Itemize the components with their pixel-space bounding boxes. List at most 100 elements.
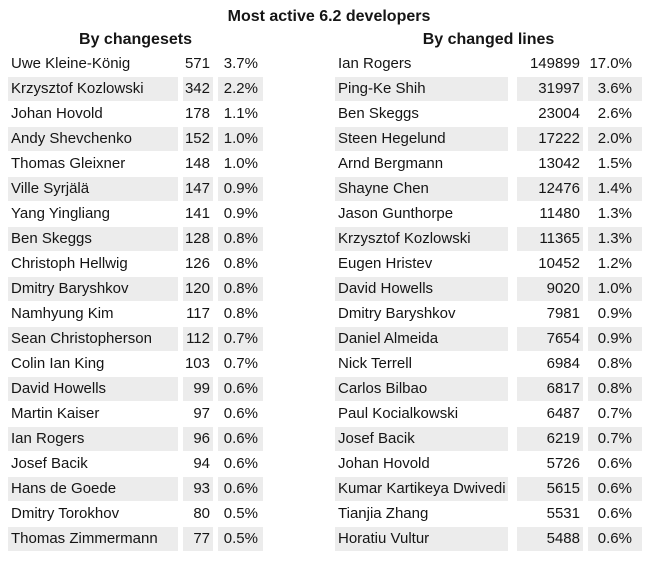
developer-share: 0.6% bbox=[597, 505, 632, 522]
developer-value: 17222 bbox=[517, 126, 583, 151]
developer-name: Josef Bacik bbox=[11, 455, 88, 472]
table-row: Josef Bacik 6219 0.7% bbox=[335, 426, 642, 451]
table-row: Paul Kocialkowski 6487 0.7% bbox=[335, 401, 642, 426]
developer-name: Ian Rogers bbox=[338, 55, 412, 72]
table-row: Ville Syrjälä 147 0.9% bbox=[8, 176, 263, 201]
developer-value: 6817 bbox=[517, 376, 583, 401]
developer-name: Kumar Kartikeya Dwivedi bbox=[335, 476, 508, 501]
developer-share: 0.9% bbox=[588, 326, 642, 351]
developer-value: 147 bbox=[183, 176, 213, 201]
table-row: Arnd Bergmann 13042 1.5% bbox=[335, 151, 642, 176]
table-row: Thomas Gleixner 148 1.0% bbox=[8, 151, 263, 176]
developer-value: 11365 bbox=[517, 226, 583, 251]
changesets-table: By changesets Uwe Kleine-König 571 3.7% Krz… bbox=[8, 30, 263, 551]
developer-value: 141 bbox=[184, 205, 210, 222]
developer-share: 0.6% bbox=[218, 426, 263, 451]
developer-value: 99 bbox=[183, 376, 213, 401]
developer-value: 6984 bbox=[546, 355, 580, 372]
developer-share: 0.7% bbox=[223, 355, 258, 372]
developer-share: 1.5% bbox=[597, 155, 632, 172]
table-row: Christoph Hellwig 126 0.8% bbox=[8, 251, 263, 276]
developer-value: 12476 bbox=[517, 176, 583, 201]
table-row: Ian Rogers 96 0.6% bbox=[8, 426, 263, 451]
table-row: Colin Ian King 103 0.7% bbox=[8, 351, 263, 376]
table-row: Ian Rogers 149899 17.0% bbox=[335, 51, 642, 76]
developer-share: 0.6% bbox=[588, 526, 642, 551]
developer-value: 117 bbox=[186, 305, 210, 322]
developer-share: 1.4% bbox=[588, 176, 642, 201]
developer-name: Horatiu Vultur bbox=[335, 526, 508, 551]
developer-share: 0.8% bbox=[218, 226, 263, 251]
changesets-table-header: By changesets bbox=[79, 31, 192, 48]
table-row: Horatiu Vultur 5488 0.6% bbox=[335, 526, 642, 551]
developer-name: Ian Rogers bbox=[8, 426, 178, 451]
table-row: Uwe Kleine-König 571 3.7% bbox=[8, 51, 263, 76]
table-row: David Howells 9020 1.0% bbox=[335, 276, 642, 301]
developer-share: 1.0% bbox=[218, 126, 263, 151]
developer-value: 5615 bbox=[517, 476, 583, 501]
table-row: Krzysztof Kozlowski 11365 1.3% bbox=[335, 226, 642, 251]
developer-share: 1.2% bbox=[597, 255, 632, 272]
developer-name: Josef Bacik bbox=[335, 426, 508, 451]
developer-share: 0.6% bbox=[218, 476, 263, 501]
developer-value: 23004 bbox=[538, 105, 580, 122]
developer-name: Paul Kocialkowski bbox=[338, 405, 459, 422]
developer-share: 0.9% bbox=[218, 176, 263, 201]
developer-name: Dmitry Torokhov bbox=[11, 505, 120, 522]
developer-name: Shayne Chen bbox=[335, 176, 508, 201]
developer-share: 2.6% bbox=[597, 105, 632, 122]
developer-name: Thomas Gleixner bbox=[11, 155, 126, 172]
developer-name: Sean Christopherson bbox=[8, 326, 178, 351]
developer-name: Tianjia Zhang bbox=[338, 505, 429, 522]
developer-name: Hans de Goede bbox=[8, 476, 178, 501]
developer-share: 1.0% bbox=[223, 155, 258, 172]
developer-name: Arnd Bergmann bbox=[338, 155, 444, 172]
developer-share: 1.1% bbox=[223, 105, 258, 122]
table-rows: Uwe Kleine-König 571 3.7% Krzysztof Kozlows… bbox=[8, 51, 263, 551]
table-row: Tianjia Zhang 5531 0.6% bbox=[335, 501, 642, 526]
developer-share: 3.6% bbox=[588, 76, 642, 101]
developer-value: 126 bbox=[184, 255, 210, 272]
table-row: Martin Kaiser 97 0.6% bbox=[8, 401, 263, 426]
developer-name: Carlos Bilbao bbox=[335, 376, 508, 401]
developer-share: 0.7% bbox=[218, 326, 263, 351]
developer-share: 0.6% bbox=[218, 376, 263, 401]
developer-name: Johan Hovold bbox=[338, 455, 430, 472]
developer-name: Ben Skeggs bbox=[8, 226, 178, 251]
table-row: Nick Terrell 6984 0.8% bbox=[335, 351, 642, 376]
table-row: Dmitry Baryshkov 120 0.8% bbox=[8, 276, 263, 301]
developer-name: Dmitry Baryshkov bbox=[338, 305, 456, 322]
developer-value: 10452 bbox=[538, 255, 580, 272]
table-rows: Ian Rogers 149899 17.0% Ping-Ke Shih 31997 3.… bbox=[335, 51, 642, 551]
table-row: Steen Hegelund 17222 2.0% bbox=[335, 126, 642, 151]
table-row: Daniel Almeida 7654 0.9% bbox=[335, 326, 642, 351]
developer-share: 3.7% bbox=[223, 55, 258, 72]
developer-value: 5531 bbox=[546, 505, 580, 522]
developer-name: Krzysztof Kozlowski bbox=[8, 76, 178, 101]
developer-share: 0.6% bbox=[223, 455, 258, 472]
developer-value: 9020 bbox=[517, 276, 583, 301]
developer-value: 342 bbox=[183, 76, 213, 101]
developer-value: 31997 bbox=[517, 76, 583, 101]
developer-value: 7654 bbox=[517, 326, 583, 351]
changed-lines-table-header: By changed lines bbox=[422, 31, 555, 48]
table-row: Andy Shevchenko 152 1.0% bbox=[8, 126, 263, 151]
developer-value: 120 bbox=[183, 276, 213, 301]
changed-lines-table: By changed lines Ian Rogers 149899 17.0% Pi… bbox=[335, 30, 642, 551]
developer-share: 0.5% bbox=[223, 505, 258, 522]
developer-share: 0.7% bbox=[588, 426, 642, 451]
developer-value: 77 bbox=[183, 526, 213, 551]
table-row: Johan Hovold 178 1.1% bbox=[8, 101, 263, 126]
developer-value: 96 bbox=[183, 426, 213, 451]
developer-name: Martin Kaiser bbox=[11, 405, 100, 422]
developer-value: 152 bbox=[183, 126, 213, 151]
developer-name: Ville Syrjälä bbox=[8, 176, 178, 201]
table-row: David Howells 99 0.6% bbox=[8, 376, 263, 401]
developer-share: 0.8% bbox=[223, 305, 258, 322]
table-row: Eugen Hristev 10452 1.2% bbox=[335, 251, 642, 276]
developer-name: Namhyung Kim bbox=[11, 305, 114, 322]
table-row: Namhyung Kim 117 0.8% bbox=[8, 301, 263, 326]
developer-value: 5488 bbox=[517, 526, 583, 551]
developer-value: 6219 bbox=[517, 426, 583, 451]
table-row: Yang Yingliang 141 0.9% bbox=[8, 201, 263, 226]
